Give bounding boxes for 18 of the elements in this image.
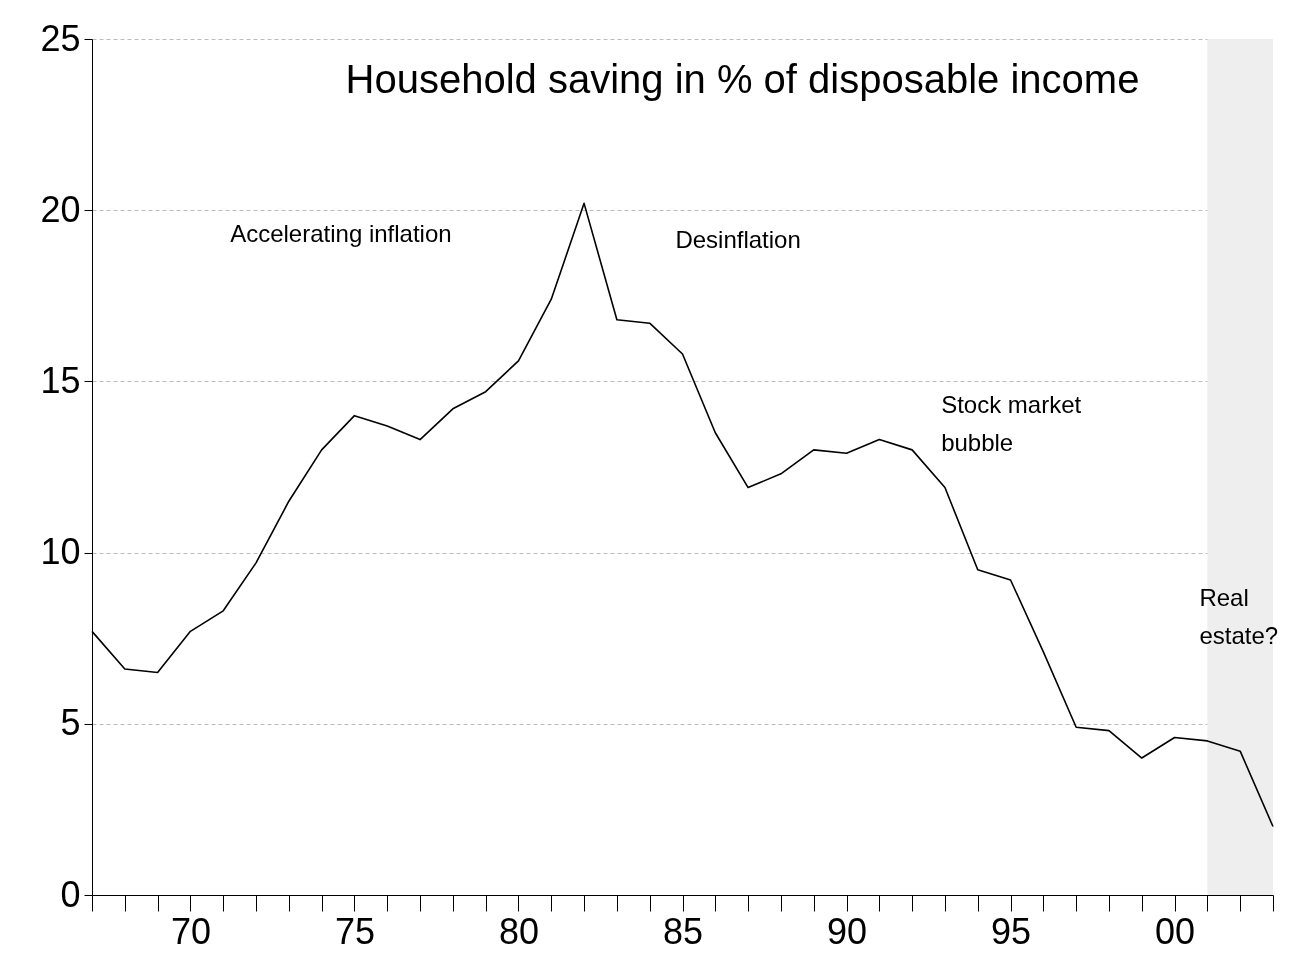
annotation: Desinflation bbox=[675, 226, 801, 254]
x-tick-label: 70 bbox=[170, 910, 211, 952]
y-tick-label: 0 bbox=[60, 873, 81, 915]
y-tick-label: 5 bbox=[60, 702, 81, 744]
y-tick-label: 10 bbox=[40, 531, 81, 573]
y-tick-label: 20 bbox=[40, 188, 81, 230]
y-tick-label: 15 bbox=[40, 359, 81, 401]
annotation: Stock market bubble bbox=[941, 391, 1082, 457]
band-label: Real estate? bbox=[1199, 583, 1279, 649]
x-tick-label: 80 bbox=[498, 910, 539, 952]
x-tick-label: 75 bbox=[334, 910, 375, 952]
x-tick-label: 90 bbox=[827, 910, 868, 952]
x-tick-label: 95 bbox=[991, 910, 1032, 952]
annotation: Accelerating inflation bbox=[230, 220, 452, 248]
y-tick-label: 25 bbox=[40, 17, 81, 59]
x-tick-label: 00 bbox=[1155, 910, 1196, 952]
chart-title: Household saving in % of disposable income bbox=[345, 57, 1140, 101]
x-tick-label: 85 bbox=[662, 910, 704, 952]
